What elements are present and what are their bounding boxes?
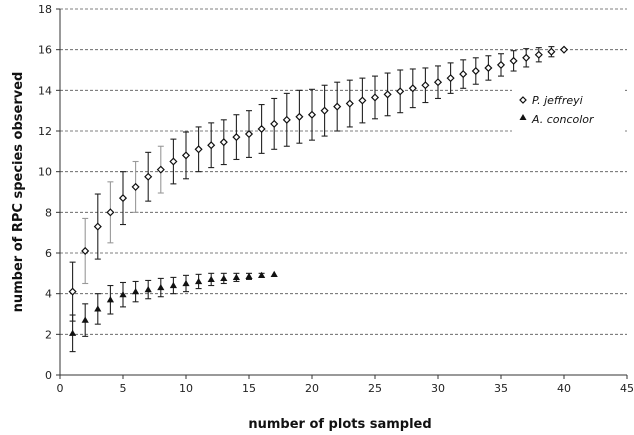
marker-p-jeffreyi-5 [118,194,128,203]
marker-p-jeffreyi-20 [307,110,317,119]
x-tick-label-5: 5 [120,382,127,395]
legend-diamond-marker [519,96,527,104]
marker-p-jeffreyi-37 [522,53,531,62]
marker-p-jeffreyi-30 [433,78,443,87]
y-tick-label-14: 14 [38,84,52,97]
marker-p-jeffreyi-22 [333,102,342,111]
marker-p-jeffreyi-24 [358,96,367,105]
legend-box [512,88,624,132]
marker-p-jeffreyi-17 [270,119,279,128]
marker-p-jeffreyi-26 [383,90,392,99]
y-tick-label-4: 4 [45,288,52,301]
marker-a-concolor-1 [69,329,77,336]
marker-p-jeffreyi-33 [471,66,480,76]
data-markers [68,45,569,336]
marker-p-jeffreyi-21 [320,106,329,115]
marker-a-concolor-11 [195,277,203,285]
marker-p-jeffreyi-15 [244,130,254,139]
marker-p-jeffreyi-1 [68,287,77,296]
legend-label-p-jeffreyi: P. jeffreyi [532,94,583,107]
marker-p-jeffreyi-38 [534,50,543,59]
marker-p-jeffreyi-35 [496,60,506,69]
x-tick-label-20: 20 [305,382,319,395]
axes [56,8,628,379]
x-axis-title: number of plots sampled [248,417,431,432]
marker-p-jeffreyi-8 [156,165,165,174]
y-tick-labels: 0 2 4 6 8 10 12 14 16 18 [38,3,52,382]
marker-p-jeffreyi-7 [144,172,153,181]
legend-triangle-marker [519,114,527,120]
marker-p-jeffreyi-29 [421,81,430,90]
marker-a-concolor-3 [94,305,102,312]
marker-a-concolor-7 [144,286,152,293]
y-tick-label-8: 8 [45,206,52,219]
marker-p-jeffreyi-3 [93,222,102,231]
x-tick-label-10: 10 [179,382,193,395]
y-tick-label-2: 2 [45,328,52,341]
legend-entry-a-concolor: A. concolor [519,113,595,126]
grid [60,8,627,335]
marker-p-jeffreyi-11 [194,145,203,154]
x-tick-label-15: 15 [242,382,256,395]
marker-p-jeffreyi-27 [396,87,405,96]
legend: P. jeffreyi A. concolor [512,88,624,132]
marker-p-jeffreyi-4 [106,208,115,217]
marker-a-concolor-12 [207,275,215,283]
x-tick-label-30: 30 [431,382,445,395]
marker-p-jeffreyi-14 [232,133,241,142]
legend-entry-p-jeffreyi: P. jeffreyi [519,94,583,107]
marker-p-jeffreyi-10 [181,151,191,160]
marker-p-jeffreyi-6 [131,182,140,191]
x-tick-label-45: 45 [620,382,634,395]
marker-p-jeffreyi-40 [559,45,569,54]
y-axis-title: number of RPC species observed [11,72,26,313]
marker-p-jeffreyi-16 [257,124,266,134]
x-tick-label-40: 40 [557,382,571,395]
x-tick-label-0: 0 [57,382,64,395]
y-tick-label-18: 18 [38,3,52,16]
marker-p-jeffreyi-2 [81,246,90,256]
marker-p-jeffreyi-18 [282,115,291,124]
marker-a-concolor-15 [245,272,253,279]
marker-p-jeffreyi-9 [169,157,178,166]
marker-p-jeffreyi-25 [370,93,380,102]
marker-a-concolor-9 [169,281,177,289]
y-tick-label-6: 6 [45,247,52,260]
marker-p-jeffreyi-19 [295,112,304,121]
marker-a-concolor-14 [232,273,240,280]
y-tick-label-16: 16 [38,44,52,57]
marker-a-concolor-17 [270,270,278,277]
marker-a-concolor-5 [119,291,127,298]
marker-p-jeffreyi-31 [446,74,455,83]
y-tick-label-12: 12 [38,125,52,138]
marker-p-jeffreyi-13 [219,138,228,147]
marker-p-jeffreyi-36 [509,56,518,65]
marker-a-concolor-8 [157,283,165,291]
marker-p-jeffreyi-39 [547,47,556,56]
marker-p-jeffreyi-12 [207,141,216,150]
marker-p-jeffreyi-34 [484,63,493,73]
marker-a-concolor-2 [81,316,89,323]
x-tick-label-25: 25 [368,382,382,395]
marker-a-concolor-6 [132,288,140,295]
marker-a-concolor-13 [220,274,228,282]
x-tick-label-35: 35 [494,382,508,395]
marker-p-jeffreyi-28 [408,84,417,93]
marker-a-concolor-16 [258,271,266,278]
marker-p-jeffreyi-32 [459,70,468,79]
marker-a-concolor-10 [182,279,190,287]
y-tick-label-10: 10 [38,166,52,179]
error-bars [69,46,555,353]
legend-label-a-concolor: A. concolor [531,113,595,126]
x-tick-labels: 0 5 10 15 20 25 30 35 40 45 [57,382,634,395]
marker-a-concolor-4 [106,296,114,303]
marker-p-jeffreyi-23 [345,99,354,108]
y-tick-label-0: 0 [45,369,52,382]
